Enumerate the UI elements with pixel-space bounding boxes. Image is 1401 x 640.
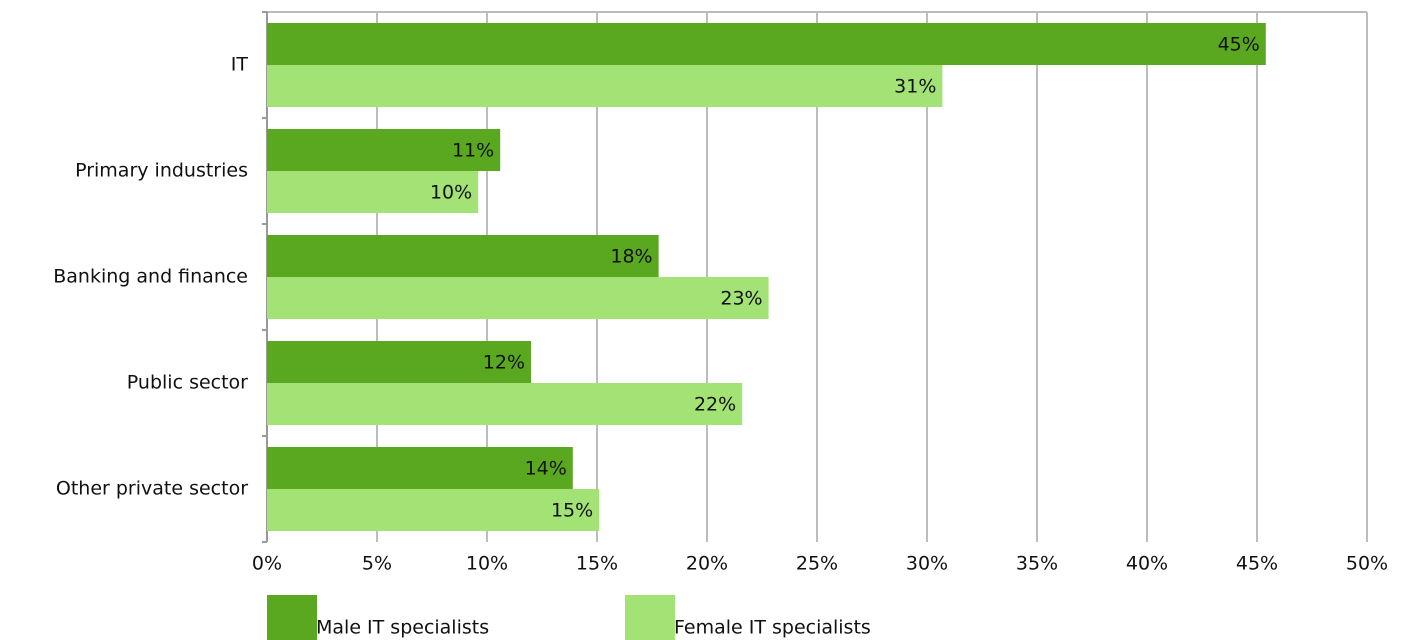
y-tick-label: IT	[231, 54, 249, 76]
value-label: 23%	[720, 288, 762, 310]
legend-swatch	[267, 595, 317, 640]
value-label: 11%	[452, 140, 494, 162]
x-tick-label: 35%	[1016, 553, 1058, 575]
y-tick-label: Public sector	[127, 372, 248, 394]
x-tick-label: 5%	[362, 553, 392, 575]
bar	[267, 341, 531, 383]
bar	[267, 277, 769, 319]
x-tick-label: 20%	[686, 553, 728, 575]
x-tick-label: 40%	[1126, 553, 1168, 575]
value-label: 31%	[894, 76, 936, 98]
x-tick-label: 25%	[796, 553, 838, 575]
legend-label: Male IT specialists	[316, 617, 489, 639]
y-tick-label: Primary industries	[75, 160, 248, 182]
value-label: 15%	[551, 500, 593, 522]
value-label: 12%	[483, 352, 525, 374]
x-tick-label: 10%	[466, 553, 508, 575]
bar	[267, 447, 573, 489]
y-tick-label: Banking and finance	[53, 266, 248, 288]
bar	[267, 23, 1266, 65]
x-tick-label: 15%	[576, 553, 618, 575]
bar	[267, 489, 600, 531]
legend-label: Female IT specialists	[674, 617, 871, 639]
y-tick-label: Other private sector	[56, 478, 248, 500]
value-label: 18%	[610, 246, 652, 268]
value-label: 14%	[525, 458, 567, 480]
bar	[267, 383, 743, 425]
bar	[267, 129, 501, 171]
x-tick-label: 50%	[1346, 553, 1388, 575]
bar	[267, 171, 479, 213]
value-label: 10%	[430, 182, 472, 204]
bar	[267, 235, 659, 277]
value-label: 22%	[694, 394, 736, 416]
legend-swatch	[625, 595, 675, 640]
bar	[267, 65, 943, 107]
x-tick-label: 0%	[252, 553, 282, 575]
x-tick-label: 45%	[1236, 553, 1278, 575]
value-label: 45%	[1218, 34, 1260, 56]
x-tick-label: 30%	[906, 553, 948, 575]
